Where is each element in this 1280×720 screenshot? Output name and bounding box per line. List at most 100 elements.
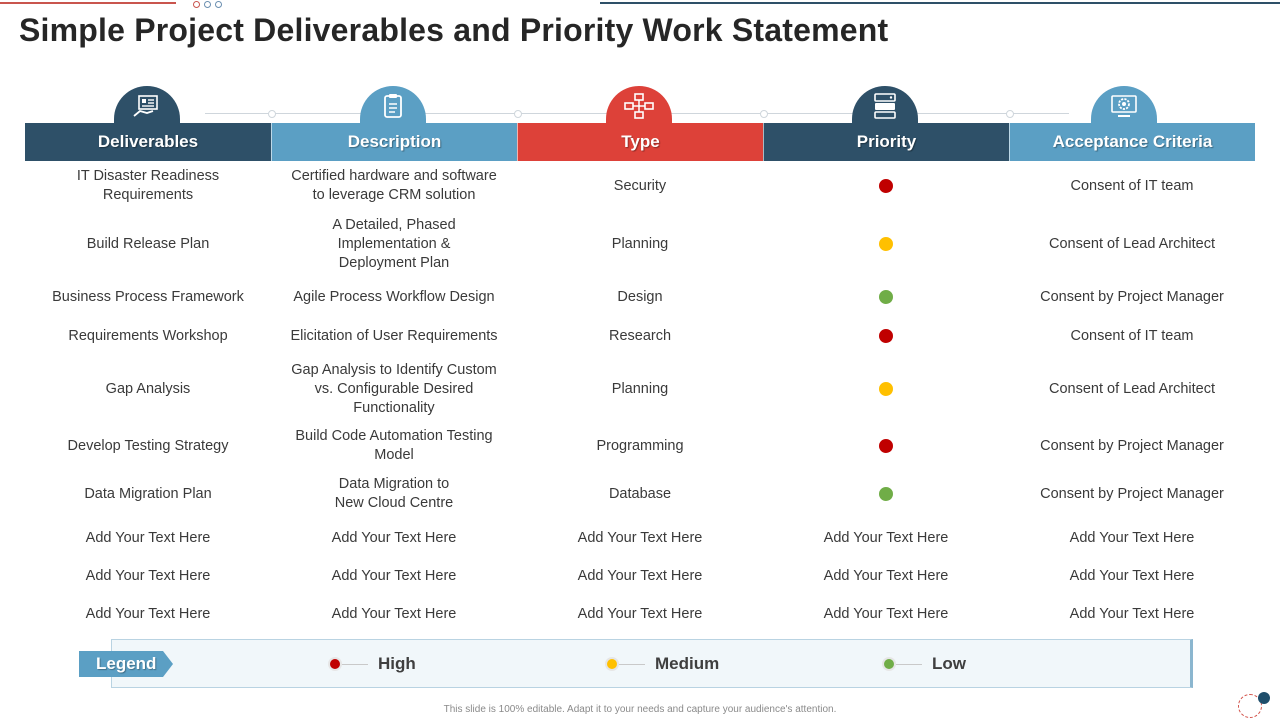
type-cell: Security <box>613 177 667 194</box>
top-accent-line-red <box>0 2 176 4</box>
deliverable-cell: Add Your Text Here <box>85 605 211 622</box>
hand-dashboard-icon <box>133 95 158 117</box>
acceptance-cell: Add Your Text Here <box>1069 605 1195 622</box>
legend-low-dot <box>882 657 896 671</box>
priority-cell <box>763 355 1009 423</box>
acceptance-cell: Consent of IT team <box>1070 177 1194 194</box>
priority-medium-dot <box>879 237 893 251</box>
deliverable-cell: Requirements Workshop <box>68 327 228 344</box>
acceptance-cell: Consent of Lead Architect <box>1048 380 1216 397</box>
connector-dot <box>1006 110 1014 118</box>
type-cell: Add Your Text Here <box>577 605 703 622</box>
connector-dot <box>760 110 768 118</box>
deliverable-cell: Build Release Plan <box>86 235 210 252</box>
legend-title: Legend <box>79 651 173 677</box>
top-accent-line-blue <box>600 2 1280 4</box>
deliverable-cell: Develop Testing Strategy <box>67 437 229 454</box>
type-icon-dome <box>606 86 672 124</box>
priority-cell: Add Your Text Here <box>823 567 949 584</box>
acceptance-cell: Consent by Project Manager <box>1040 485 1224 502</box>
legend-medium-dot <box>605 657 619 671</box>
legend-high-label: High <box>378 654 416 673</box>
header-priority: Priority <box>763 123 1009 161</box>
server-stack-icon <box>874 93 896 119</box>
priority-cell: Add Your Text Here <box>823 605 949 622</box>
table-row: Build Release Plan A Detailed, Phased Im… <box>25 211 1255 277</box>
type-cell: Design <box>617 288 663 305</box>
legend-item-high: High <box>328 654 416 674</box>
table-header: Deliverables Description Type Priority A… <box>25 123 1255 161</box>
type-cell: Programming <box>596 437 684 454</box>
table-row: Add Your Text Here Add Your Text Here Ad… <box>25 519 1255 557</box>
description-cell: Elicitation of User Requirements <box>290 327 498 344</box>
top-accent-dots <box>193 1 222 8</box>
description-cell: Agile Process Workflow Design <box>293 288 495 305</box>
header-description: Description <box>271 123 517 161</box>
legend-line <box>619 663 645 665</box>
priority-high-dot <box>879 179 893 193</box>
priority-low-dot <box>879 487 893 501</box>
description-cell: A Detailed, Phased Implementation & Depl… <box>332 216 456 271</box>
table-row: Develop Testing Strategy Build Code Auto… <box>25 423 1255 469</box>
priority-high-dot <box>879 329 893 343</box>
legend-item-low: Low <box>882 654 966 674</box>
gear-screen-icon <box>1111 95 1137 117</box>
priority-cell <box>763 423 1009 469</box>
acceptance-cell: Consent by Project Manager <box>1040 288 1224 305</box>
acceptance-cell: Add Your Text Here <box>1069 567 1195 584</box>
table-row: Add Your Text Here Add Your Text Here Ad… <box>25 595 1255 633</box>
legend-line <box>342 663 368 665</box>
priority-cell <box>763 277 1009 317</box>
legend-item-medium: Medium <box>605 654 719 674</box>
type-cell: Planning <box>611 235 669 252</box>
legend-low-label: Low <box>932 654 966 673</box>
deliverable-cell: Gap Analysis <box>105 380 191 397</box>
deliverables-table: IT Disaster Readiness Requirements Certi… <box>25 161 1255 633</box>
priority-icon-dome <box>852 86 918 124</box>
acceptance-cell: Consent by Project Manager <box>1040 437 1224 454</box>
corner-decoration-ring <box>1238 694 1262 718</box>
deliverable-cell: Business Process Framework <box>52 288 244 305</box>
deliverable-cell: IT Disaster Readiness Requirements <box>76 168 220 203</box>
description-cell: Build Code Automation Testing Model <box>295 428 493 463</box>
legend-medium-label: Medium <box>655 654 720 673</box>
description-cell: Add Your Text Here <box>331 567 457 584</box>
acceptance-cell: Consent of IT team <box>1070 327 1194 344</box>
header-deliverables: Deliverables <box>25 123 271 161</box>
priority-cell <box>763 211 1009 277</box>
clipboard-icon <box>384 94 402 118</box>
table-row: Requirements Workshop Elicitation of Use… <box>25 317 1255 355</box>
legend-box <box>111 639 1193 688</box>
priority-low-dot <box>879 290 893 304</box>
deliverables-icon-dome <box>114 86 180 124</box>
acceptance-cell: Consent of Lead Architect <box>1048 235 1216 252</box>
priority-cell <box>763 469 1009 519</box>
description-cell: Add Your Text Here <box>331 529 457 546</box>
priority-cell: Add Your Text Here <box>823 529 949 546</box>
table-row: Data Migration Plan Data Migration to Ne… <box>25 469 1255 519</box>
deliverable-cell: Add Your Text Here <box>85 567 211 584</box>
priority-cell <box>763 161 1009 211</box>
description-cell: Certified hardware and software to lever… <box>291 168 497 203</box>
acceptance-icon-dome <box>1091 86 1157 124</box>
type-cell: Database <box>608 485 672 502</box>
footer-note: This slide is 100% editable. Adapt it to… <box>443 704 837 715</box>
description-icon-dome <box>360 86 426 124</box>
connector-dot <box>268 110 276 118</box>
table-row: Gap Analysis Gap Analysis to Identify Cu… <box>25 355 1255 423</box>
flowchart-icon <box>624 93 654 119</box>
page-title: Simple Project Deliverables and Priority… <box>19 12 889 48</box>
type-cell: Add Your Text Here <box>577 567 703 584</box>
acceptance-cell: Add Your Text Here <box>1069 529 1195 546</box>
priority-high-dot <box>879 439 893 453</box>
type-cell: Research <box>608 327 672 344</box>
table-row: Business Process Framework Agile Process… <box>25 277 1255 317</box>
deliverable-cell: Add Your Text Here <box>85 529 211 546</box>
legend-high-dot <box>328 657 342 671</box>
header-acceptance-criteria: Acceptance Criteria <box>1009 123 1255 161</box>
corner-decoration-dot <box>1258 692 1270 704</box>
connector-dot <box>514 110 522 118</box>
header-type: Type <box>517 123 763 161</box>
description-cell: Gap Analysis to Identify Custom vs. Conf… <box>291 361 497 416</box>
description-cell: Data Migration to New Cloud Centre <box>334 476 454 511</box>
